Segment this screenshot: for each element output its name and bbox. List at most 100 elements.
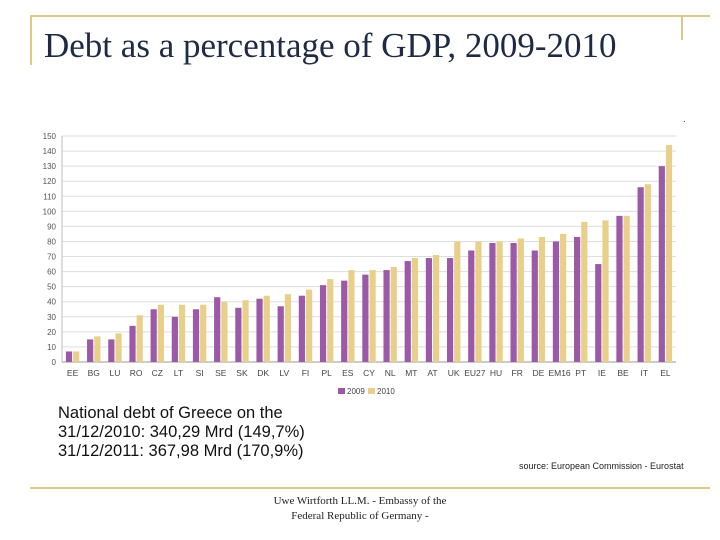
note-line: 31/12/2011: 367,98 Mrd (170,9%): [58, 442, 304, 460]
x-tick-label: EE: [67, 368, 79, 378]
top-horizontal-rule: [30, 15, 710, 17]
bar-2010-SE: [221, 301, 228, 362]
bar-2010-RO: [136, 315, 143, 362]
bar-2010-EU27: [475, 241, 482, 362]
x-tick-label: PT: [575, 368, 586, 378]
bar-2009-CY: [362, 274, 369, 362]
legend-label-2010: 2010: [377, 387, 395, 396]
bar-2010-MT: [411, 258, 419, 362]
bar-2009-MT: [404, 261, 411, 362]
x-tick-label: LU: [109, 368, 120, 378]
x-tick-label: LT: [174, 368, 183, 378]
y-tick-label: 150: [43, 132, 57, 141]
greece-debt-note: National debt of Greece on the 31/12/201…: [58, 404, 388, 461]
bar-2009-BE: [616, 215, 623, 362]
legend-label-2009: 2009: [347, 387, 365, 396]
x-tick-label: EM16: [548, 368, 570, 378]
y-tick-label: 70: [47, 253, 56, 262]
source-note: source: European Commission - Eurostat: [519, 461, 684, 471]
bar-2010-BE: [623, 215, 630, 362]
bar-2009-EE: [65, 351, 73, 362]
bar-2010-LT: [178, 304, 186, 362]
note-line: National debt of Greece on the: [58, 404, 283, 422]
bar-2009-EM16: [552, 241, 560, 362]
slide-title: Debt as a percentage of GDP, 2009-2010: [44, 26, 617, 65]
bar-2010-UK: [454, 241, 461, 362]
bar-2009-AT: [425, 258, 433, 362]
y-tick-label: 40: [47, 298, 56, 307]
x-tick-label: CY: [363, 368, 375, 378]
bar-2009-FI: [298, 295, 305, 362]
bar-2010-EL: [665, 145, 673, 362]
bar-2010-EE: [73, 351, 80, 362]
bar-2009-RO: [129, 325, 136, 362]
footer: Uwe Wirtforth LL.M. - Embassy of the Fed…: [210, 494, 510, 524]
y-tick-label: 110: [43, 192, 56, 201]
y-tick-label: 10: [47, 343, 56, 352]
x-tick-label: LV: [279, 368, 289, 378]
x-tick-label: SE: [215, 368, 227, 378]
x-tick-label: ES: [342, 368, 354, 378]
x-tick-label: FI: [302, 368, 310, 378]
y-tick-label: 140: [43, 147, 57, 156]
y-tick-label: 100: [43, 207, 57, 216]
bar-2010-CY: [369, 270, 376, 362]
x-tick-label: SI: [196, 368, 204, 378]
bar-2010-EM16: [560, 233, 567, 362]
bar-2009-IT: [637, 187, 644, 362]
bar-2010-LV: [284, 294, 292, 362]
bar-2009-LV: [277, 306, 284, 362]
bar-2010-SK: [242, 300, 249, 362]
title-dot: .: [683, 114, 686, 125]
x-tick-label: FR: [512, 368, 523, 378]
x-tick-label: DE: [532, 368, 544, 378]
bar-2009-EU27: [468, 250, 475, 362]
y-tick-label: 50: [47, 283, 56, 292]
x-tick-label: MT: [405, 368, 417, 378]
footer-line-2: Federal Republic of Germany -: [291, 510, 429, 522]
bar-2010-PT: [581, 221, 588, 362]
x-tick-label: SK: [236, 368, 248, 378]
bar-2009-LT: [171, 316, 178, 362]
footer-line-1: Uwe Wirtforth LL.M. - Embassy of the: [273, 495, 447, 507]
y-tick-label: 130: [43, 162, 57, 171]
bar-2009-SK: [235, 307, 242, 362]
bar-2010-PL: [327, 279, 334, 362]
bar-2010-CZ: [157, 304, 164, 362]
bar-2009-PL: [319, 285, 327, 362]
y-tick-label: 30: [47, 313, 56, 322]
x-tick-label: CZ: [152, 368, 163, 378]
bar-2009-BG: [87, 339, 94, 362]
y-tick-label: 0: [52, 358, 57, 367]
bar-2009-CZ: [150, 309, 157, 362]
x-tick-label: NL: [385, 368, 396, 378]
bar-2010-FR: [517, 238, 524, 362]
legend-swatch-2009: [338, 388, 345, 394]
bar-2010-IT: [644, 184, 651, 362]
y-tick-label: 90: [47, 222, 56, 231]
x-tick-label: IT: [640, 368, 648, 378]
x-tick-label: BE: [617, 368, 629, 378]
bar-2010-FI: [305, 289, 313, 362]
bar-2010-ES: [348, 270, 355, 362]
footer-rule: [30, 487, 710, 489]
bar-2009-HU: [489, 242, 496, 362]
x-tick-label: IE: [598, 368, 606, 378]
x-tick-label: UK: [448, 368, 460, 378]
x-tick-label: EL: [660, 368, 671, 378]
debt-bar-chart: 0 10 20 30 40 50 60 70 80 90 100 110 120 130 140 150 EE B…: [43, 132, 676, 396]
bar-2009-EL: [658, 166, 665, 362]
x-tick-label: BG: [88, 368, 100, 378]
x-tick-label: HU: [490, 368, 502, 378]
bar-2010-DE: [538, 236, 546, 362]
bar-2010-NL: [390, 267, 397, 362]
bar-2009-SE: [214, 297, 221, 362]
y-tick-label: 60: [47, 268, 56, 277]
bar-2010-SI: [200, 304, 207, 362]
bar-2010-AT: [433, 255, 440, 362]
y-tick-label: 80: [47, 237, 56, 246]
bar-2009-IE: [595, 264, 602, 362]
x-tick-label: RO: [130, 368, 143, 378]
bar-2009-LU: [108, 339, 115, 362]
x-tick-label: PL: [321, 368, 332, 378]
